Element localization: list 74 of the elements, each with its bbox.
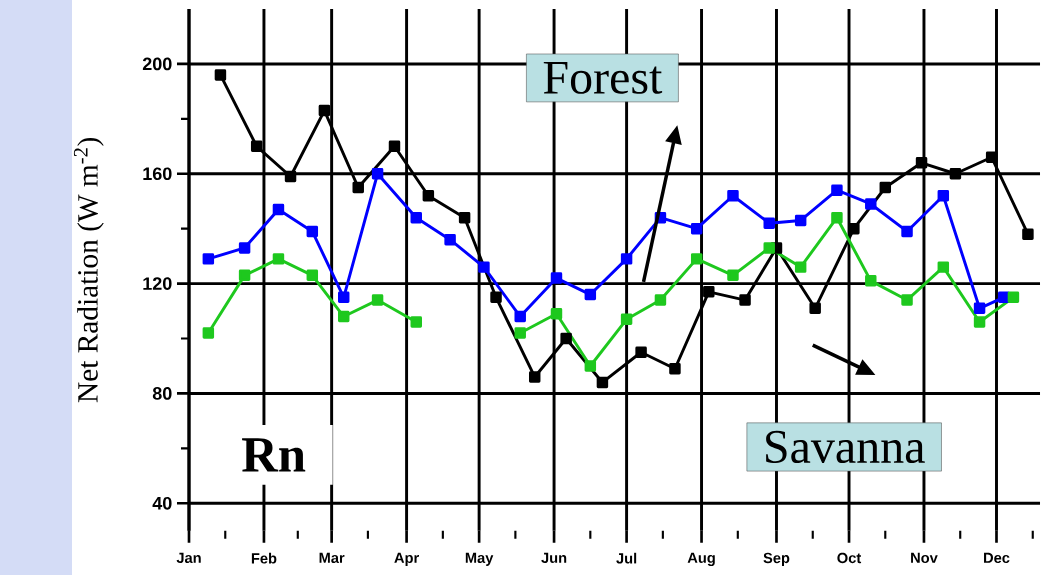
point — [458, 211, 471, 224]
point — [727, 189, 739, 202]
point — [444, 233, 456, 246]
point — [388, 140, 401, 153]
point — [584, 288, 597, 301]
x-tick-label: Jul — [616, 552, 637, 564]
point — [338, 291, 350, 304]
point — [550, 272, 563, 284]
point — [478, 261, 490, 273]
point — [550, 308, 563, 320]
point — [973, 316, 986, 328]
y-tick-label: 80 — [152, 387, 172, 400]
point — [514, 327, 526, 339]
x-tick-label: Oct — [837, 552, 862, 564]
point — [739, 294, 751, 306]
x-tick-label: Mar — [319, 552, 345, 564]
point — [371, 294, 384, 306]
point — [1007, 291, 1020, 304]
point — [410, 211, 422, 224]
point — [763, 217, 775, 229]
point — [528, 371, 541, 383]
point — [763, 242, 775, 254]
point — [1022, 228, 1034, 240]
point — [352, 181, 364, 194]
point — [703, 286, 715, 298]
point — [422, 189, 435, 202]
point — [794, 214, 807, 227]
annotation: Forest — [543, 61, 663, 94]
point — [620, 253, 633, 265]
point — [669, 362, 681, 375]
point — [865, 198, 877, 210]
point — [879, 181, 892, 194]
point — [973, 302, 986, 315]
point — [794, 261, 807, 273]
point — [901, 225, 913, 238]
x-tick-label: Nov — [911, 552, 938, 564]
point — [560, 332, 572, 345]
point — [831, 211, 843, 224]
annotation: Savanna — [766, 430, 925, 464]
point — [635, 346, 647, 358]
point — [937, 261, 950, 273]
x-tick-label: Jun — [541, 552, 567, 564]
y-tick-label: 120 — [143, 277, 172, 290]
point — [514, 310, 526, 323]
point — [831, 184, 843, 196]
point — [338, 310, 350, 323]
x-tick-label: Sep — [763, 552, 790, 567]
point — [654, 294, 667, 306]
point — [620, 313, 633, 326]
x-tick-label: Aug — [687, 552, 715, 566]
y-tick-label: 160 — [143, 167, 172, 181]
point — [584, 360, 597, 372]
y-tick-label: 200 — [142, 57, 172, 71]
annotation: Rn — [242, 438, 306, 472]
x-tick-label: Jan — [176, 552, 201, 564]
point — [596, 376, 609, 389]
point — [490, 291, 502, 304]
x-tick-label: May — [465, 552, 494, 566]
point — [915, 157, 928, 169]
point — [949, 168, 962, 180]
x-tick-label: Feb — [251, 552, 277, 564]
x-tick-label: Dec — [984, 552, 1010, 564]
point — [410, 316, 422, 328]
x-tick-label: Apr — [394, 552, 419, 566]
point — [371, 168, 384, 180]
point — [901, 294, 913, 306]
y-axis-title: Net Radiation (W m$^{-2}$) — [73, 138, 104, 403]
point — [809, 302, 821, 315]
point — [937, 189, 950, 202]
point — [865, 275, 877, 287]
point — [690, 253, 703, 265]
point — [727, 269, 739, 282]
y-tick-label: 40 — [152, 496, 172, 510]
point — [690, 222, 703, 235]
